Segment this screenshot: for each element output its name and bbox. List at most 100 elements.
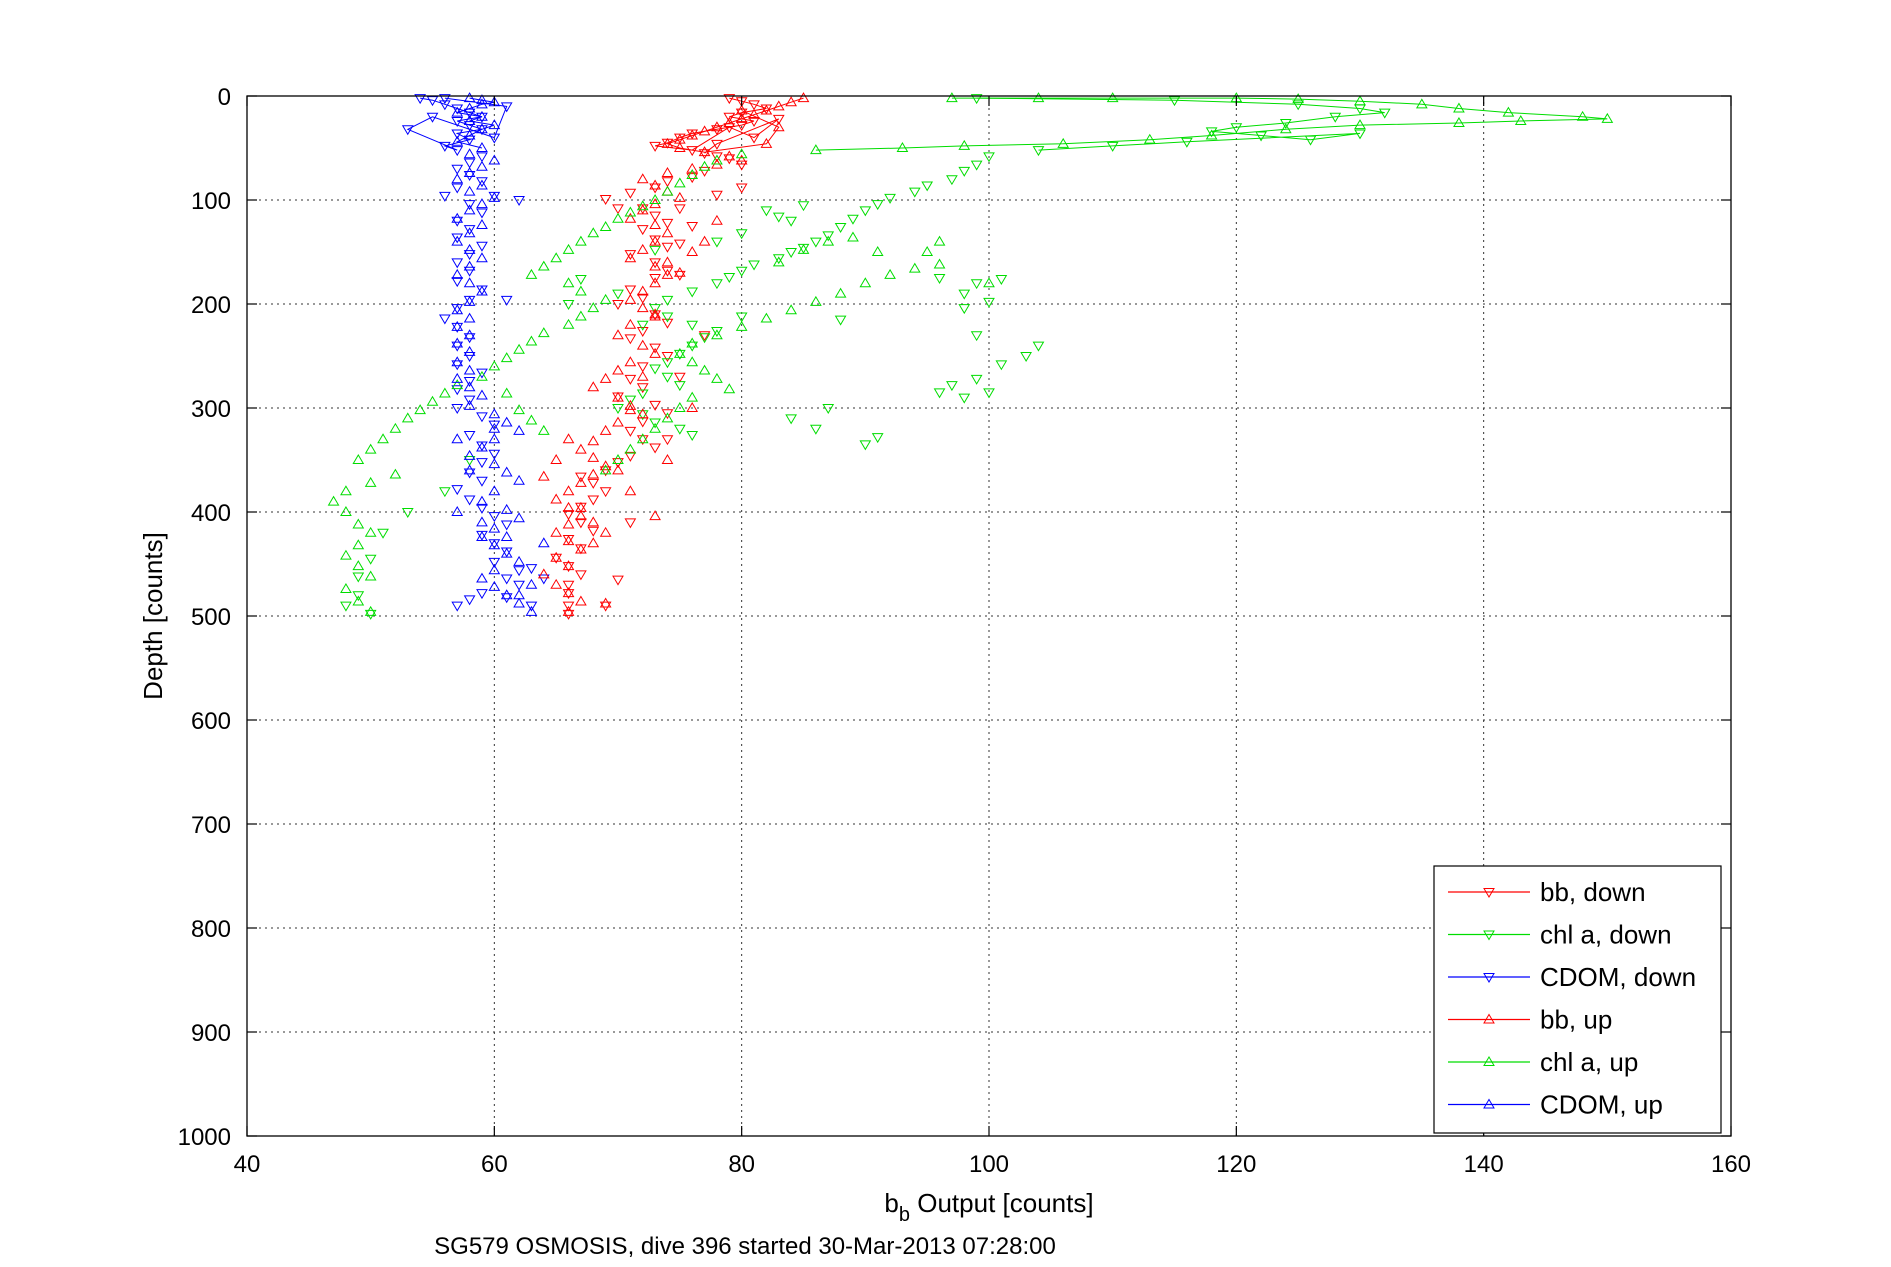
data-point [686, 287, 699, 298]
data-point [673, 142, 686, 152]
data-point [1106, 92, 1119, 103]
data-point [414, 94, 427, 105]
data-point [463, 200, 476, 211]
data-point [451, 304, 464, 315]
data-point [599, 526, 612, 537]
data-point [476, 503, 488, 514]
data-point [451, 360, 464, 371]
data-point [599, 601, 612, 612]
data-point [612, 289, 624, 300]
data-point [476, 142, 488, 152]
series-2 [401, 94, 550, 612]
data-point [575, 275, 587, 286]
data-point [463, 277, 476, 288]
data-point [686, 169, 699, 180]
data-point [785, 248, 798, 258]
data-point [612, 329, 624, 340]
data-point [884, 193, 896, 204]
axis-ticks: 40 60 80 100 120 140 160 0 100 200 300 400 500 600 700… [178, 84, 1751, 1178]
data-point [661, 268, 674, 279]
data-point [636, 243, 649, 254]
data-point [649, 310, 661, 321]
data-point [476, 516, 488, 527]
data-point [463, 333, 476, 344]
data-point [612, 458, 624, 469]
data-point [624, 212, 637, 223]
data-point [438, 100, 451, 111]
data-point [587, 478, 600, 489]
data-point [562, 609, 575, 620]
data-point [772, 254, 785, 265]
data-point [500, 593, 513, 604]
data-point [500, 547, 513, 558]
data-point [636, 389, 649, 400]
data-point [1378, 108, 1391, 119]
data-point [686, 246, 699, 256]
data-point [772, 100, 785, 111]
data-point [488, 433, 501, 444]
data-point [488, 360, 501, 371]
data-point [575, 570, 587, 581]
data-point [463, 204, 476, 215]
data-point [537, 260, 550, 271]
data-point [661, 185, 674, 196]
x-tick-label: 80 [728, 1151, 755, 1178]
data-point [871, 200, 884, 211]
data-point [785, 304, 798, 315]
data-point [908, 187, 921, 198]
data-point [636, 433, 649, 444]
data-point [797, 92, 810, 103]
data-point [698, 125, 711, 136]
data-point [686, 341, 699, 352]
x-tick-label: 120 [1216, 1151, 1256, 1178]
data-point [649, 194, 661, 204]
data-point [711, 279, 723, 290]
data-point [686, 320, 699, 331]
data-point [636, 293, 649, 304]
data-point [599, 464, 612, 475]
data-point [451, 106, 464, 117]
data-point [488, 539, 501, 550]
data-point [735, 108, 748, 119]
data-point [562, 589, 575, 600]
data-point [1453, 117, 1465, 128]
data-point [451, 506, 464, 516]
x-axis-label-main: b [884, 1188, 898, 1218]
data-point [500, 387, 513, 398]
data-point [451, 216, 464, 227]
data-point [698, 149, 711, 160]
data-point [352, 591, 365, 602]
data-point [451, 601, 464, 612]
data-point [711, 237, 723, 248]
data-point [1502, 106, 1515, 117]
y-tick-label: 100 [191, 188, 231, 215]
data-point [599, 597, 612, 608]
data-point [686, 402, 699, 412]
data-point [488, 154, 501, 165]
data-point [537, 424, 550, 435]
data-point [463, 381, 476, 392]
data-point [488, 420, 501, 431]
data-point [575, 472, 587, 483]
x-axis-label-rest: Output [counts] [910, 1188, 1094, 1218]
data-point [958, 304, 971, 315]
data-point [513, 343, 525, 354]
data-point [735, 320, 748, 331]
data-point [686, 337, 699, 348]
data-point [451, 164, 464, 175]
data-point [649, 443, 661, 454]
data-point [562, 318, 575, 329]
data-point [649, 347, 661, 358]
data-point [575, 235, 587, 246]
data-point [723, 117, 736, 128]
data-point [476, 368, 488, 379]
data-point [661, 312, 674, 323]
data-point [438, 94, 451, 105]
data-point [451, 183, 464, 194]
data-point [859, 277, 872, 288]
data-point [624, 252, 637, 263]
data-point [636, 408, 649, 419]
data-point [673, 239, 686, 250]
data-point [871, 246, 884, 256]
data-point [599, 466, 612, 477]
